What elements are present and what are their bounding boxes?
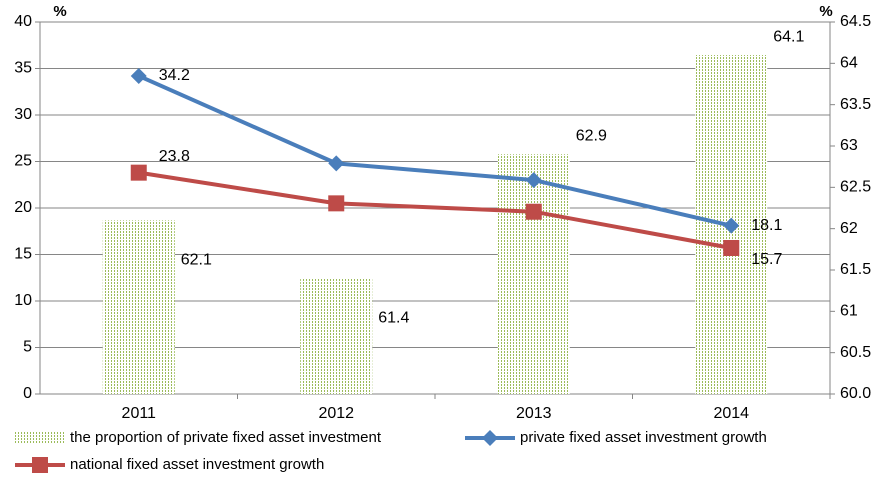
y2-tick-label: 62.5 [840,179,871,196]
line-marker [328,155,345,172]
bar-value-label: 64.1 [773,28,804,45]
line-marker [723,239,740,256]
y2-tick-label: 64 [840,55,858,72]
y-tick-label: 5 [23,339,32,356]
line-marker [525,172,542,189]
y-tick-label: 30 [14,106,32,123]
y2-tick-label: 64.5 [840,13,871,30]
line-marker [130,67,147,84]
line-value-label: 23.8 [159,148,190,165]
y2-tick-label: 60.0 [840,385,871,402]
x-tick-label: 2014 [713,405,749,422]
line-marker [723,217,740,234]
legend-marker [32,457,48,473]
y-tick-label: 40 [14,13,32,30]
y2-tick-label: 61.5 [840,261,871,278]
y-axis-unit: % [53,3,66,20]
bar-value-label: 62.9 [576,127,607,144]
x-tick-label: 2013 [516,405,552,422]
legend-swatch [15,432,65,444]
legend-label: national fixed asset investment growth [70,456,324,473]
y2-tick-label: 61 [840,303,858,320]
y-tick-label: 25 [14,153,32,170]
line-value-label: 18.1 [751,217,782,234]
x-tick-label: 2012 [318,405,354,422]
y-tick-label: 20 [14,199,32,216]
bar-value-label: 61.4 [378,309,409,326]
y-tick-label: 35 [14,60,32,77]
line-marker [525,203,542,220]
line [137,74,732,228]
legend-label: private fixed asset investment growth [520,429,767,446]
line [138,170,732,250]
y2-axis-unit: % [819,3,832,20]
line-marker [328,195,345,212]
line-value-label: 15.7 [751,251,782,268]
line-marker [130,164,147,181]
legend-marker [482,430,498,446]
y-tick-label: 15 [14,246,32,263]
legend-label: the proportion of private fixed asset in… [70,429,382,446]
bar [497,154,570,394]
bar [300,278,373,394]
y2-tick-label: 63.5 [840,96,871,113]
y-tick-label: 10 [14,292,32,309]
y-tick-label: 0 [23,385,32,402]
y2-tick-label: 63 [840,137,858,154]
line-value-label: 34.2 [159,67,190,84]
y2-tick-label: 62 [840,220,858,237]
y2-tick-label: 60.5 [840,344,871,361]
bar-value-label: 62.1 [181,252,212,269]
bar [102,220,175,394]
x-tick-label: 2011 [122,405,157,422]
